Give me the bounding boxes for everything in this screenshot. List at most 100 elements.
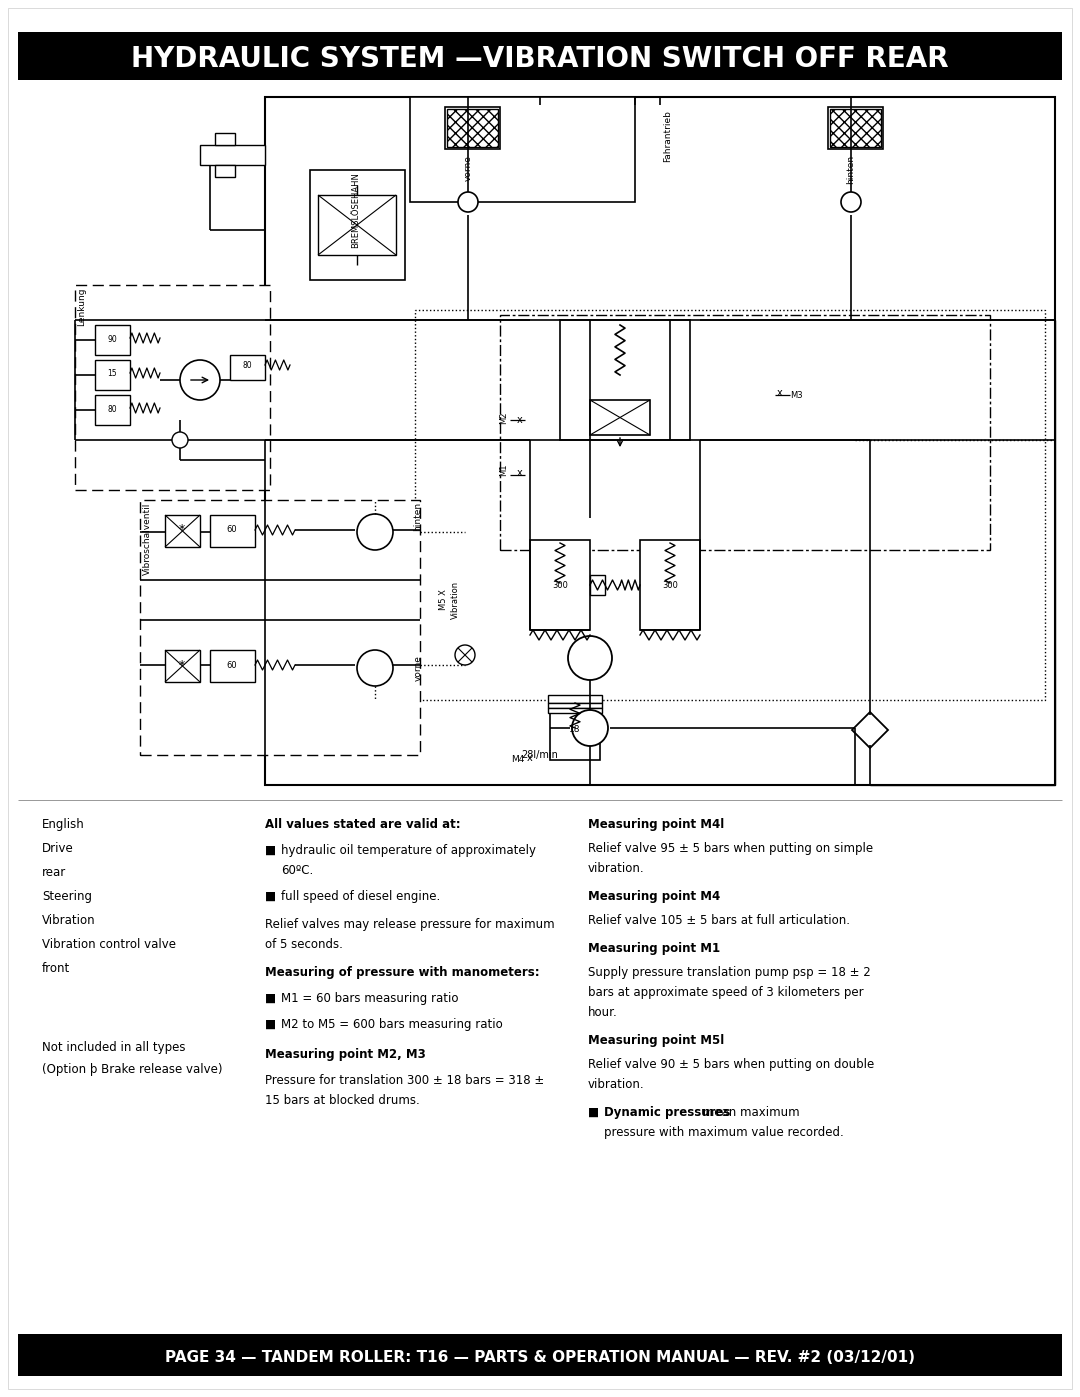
Text: 80: 80 xyxy=(242,362,252,370)
Text: 60ºC.: 60ºC. xyxy=(281,863,313,877)
Bar xyxy=(140,500,420,754)
Circle shape xyxy=(172,432,188,448)
Text: Drive: Drive xyxy=(42,842,73,855)
Text: 15: 15 xyxy=(107,369,117,379)
Bar xyxy=(95,326,130,355)
Circle shape xyxy=(458,191,478,212)
Bar xyxy=(200,145,265,165)
Circle shape xyxy=(841,191,861,212)
Bar xyxy=(415,310,1045,700)
Text: Lenkung: Lenkung xyxy=(77,286,86,326)
Bar xyxy=(215,133,235,145)
Bar xyxy=(410,96,635,203)
Bar xyxy=(445,108,500,149)
Text: 60: 60 xyxy=(227,525,238,535)
Text: hinten: hinten xyxy=(847,155,855,184)
Text: Measuring point M4l: Measuring point M4l xyxy=(588,819,725,831)
Bar xyxy=(95,395,130,425)
Bar xyxy=(590,400,650,434)
Bar xyxy=(561,320,690,440)
Text: HYDRAULIC SYSTEM —VIBRATION SWITCH OFF REAR: HYDRAULIC SYSTEM —VIBRATION SWITCH OFF R… xyxy=(131,45,949,73)
Text: x: x xyxy=(778,388,783,398)
Text: Measuring of pressure with manometers:: Measuring of pressure with manometers: xyxy=(265,965,540,979)
Text: x: x xyxy=(527,753,532,763)
Text: M4: M4 xyxy=(511,756,525,764)
Bar xyxy=(165,515,200,548)
Text: front: front xyxy=(42,963,70,975)
Text: Relief valve 105 ± 5 bars at full articulation.: Relief valve 105 ± 5 bars at full articu… xyxy=(588,914,850,928)
Text: of 5 seconds.: of 5 seconds. xyxy=(265,937,342,951)
Bar xyxy=(165,650,200,682)
Text: Measuring point M4: Measuring point M4 xyxy=(588,890,720,902)
Text: hydraulic oil temperature of approximately: hydraulic oil temperature of approximate… xyxy=(281,844,536,856)
Bar xyxy=(447,109,498,147)
Bar xyxy=(230,355,265,380)
Text: Relief valves may release pressure for maximum: Relief valves may release pressure for m… xyxy=(265,918,555,930)
Text: 15 bars at blocked drums.: 15 bars at blocked drums. xyxy=(265,1094,420,1106)
Text: Measuring point M1: Measuring point M1 xyxy=(588,942,720,956)
Text: Steering: Steering xyxy=(42,890,92,902)
Text: Dynamic pressures: Dynamic pressures xyxy=(604,1106,730,1119)
Text: ■: ■ xyxy=(265,992,276,1004)
Bar xyxy=(265,96,1055,785)
Text: hinten: hinten xyxy=(414,502,422,531)
Text: mean maximum: mean maximum xyxy=(699,1106,800,1119)
Text: 300: 300 xyxy=(662,581,678,590)
Bar xyxy=(640,541,700,630)
Text: Relief valve 95 ± 5 bars when putting on simple: Relief valve 95 ± 5 bars when putting on… xyxy=(588,842,873,855)
Bar xyxy=(18,32,1062,80)
Circle shape xyxy=(180,360,220,400)
Text: Measuring point M2, M3: Measuring point M2, M3 xyxy=(265,1048,426,1060)
Text: vorne: vorne xyxy=(463,155,473,180)
Text: 80: 80 xyxy=(107,405,117,414)
Circle shape xyxy=(357,650,393,686)
Text: M1 = 60 bars measuring ratio: M1 = 60 bars measuring ratio xyxy=(281,992,459,1004)
Text: M2 to M5 = 600 bars measuring ratio: M2 to M5 = 600 bars measuring ratio xyxy=(281,1018,503,1031)
Text: pressure with maximum value recorded.: pressure with maximum value recorded. xyxy=(604,1126,843,1139)
Text: ■: ■ xyxy=(588,1106,599,1119)
Text: Fahrantrieb: Fahrantrieb xyxy=(663,110,673,162)
Text: 60: 60 xyxy=(227,661,238,669)
Text: PAGE 34 — TANDEM ROLLER: T16 — PARTS & OPERATION MANUAL — REV. #2 (03/12/01): PAGE 34 — TANDEM ROLLER: T16 — PARTS & O… xyxy=(165,1351,915,1365)
Text: M1: M1 xyxy=(499,464,508,476)
Bar xyxy=(548,694,602,703)
Bar xyxy=(75,285,270,490)
Text: *: * xyxy=(179,524,185,536)
Bar xyxy=(548,703,602,708)
Text: x: x xyxy=(517,415,523,425)
Bar xyxy=(548,708,602,712)
Text: 90: 90 xyxy=(107,334,117,344)
Bar xyxy=(550,700,600,760)
Bar xyxy=(310,170,405,279)
Text: Pressure for translation 300 ± 18 bars = 318 ±: Pressure for translation 300 ± 18 bars =… xyxy=(265,1074,544,1087)
Bar xyxy=(500,314,990,550)
Text: 18: 18 xyxy=(569,725,581,735)
Text: Vibration: Vibration xyxy=(450,581,459,619)
Text: vorne: vorne xyxy=(414,655,422,680)
Bar xyxy=(18,1334,1062,1376)
Bar xyxy=(318,196,396,256)
Text: hour.: hour. xyxy=(588,1006,618,1018)
Bar xyxy=(210,515,255,548)
Text: Supply pressure translation pump psp = 18 ± 2: Supply pressure translation pump psp = 1… xyxy=(588,965,870,979)
Text: ■: ■ xyxy=(265,1018,276,1031)
Bar xyxy=(95,360,130,390)
Circle shape xyxy=(568,636,612,680)
Bar xyxy=(828,108,883,149)
Text: Vibration: Vibration xyxy=(42,914,96,928)
Circle shape xyxy=(572,710,608,746)
Text: Not included in all types: Not included in all types xyxy=(42,1041,186,1053)
Text: All values stated are valid at:: All values stated are valid at: xyxy=(265,819,461,831)
Text: BREMSLÖSEHAHN: BREMSLÖSEHAHN xyxy=(351,172,361,247)
Circle shape xyxy=(455,645,475,665)
Text: M2: M2 xyxy=(499,412,508,425)
Text: 300: 300 xyxy=(552,581,568,590)
Bar xyxy=(590,576,605,595)
Text: M3: M3 xyxy=(789,391,802,400)
Text: bars at approximate speed of 3 kilometers per: bars at approximate speed of 3 kilometer… xyxy=(588,986,864,999)
Bar xyxy=(831,109,881,147)
Bar xyxy=(215,165,235,177)
Text: full speed of diesel engine.: full speed of diesel engine. xyxy=(281,890,441,902)
Text: x: x xyxy=(517,468,523,478)
Text: English: English xyxy=(42,819,84,831)
